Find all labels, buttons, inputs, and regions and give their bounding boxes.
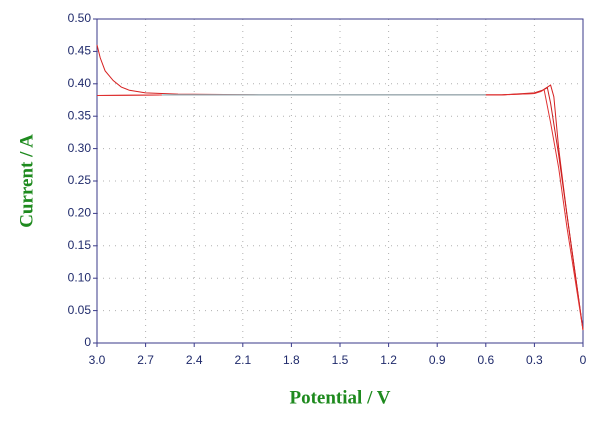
y-tick-label: 0.25 bbox=[68, 173, 92, 187]
line bbox=[96, 86, 584, 331]
plot-frame bbox=[96, 18, 584, 344]
x-tick-label: 3.0 bbox=[89, 353, 106, 367]
x-tick-label: 0.6 bbox=[477, 353, 494, 367]
x-tick-label: 1.5 bbox=[332, 353, 349, 367]
y-tick-label: 0.50 bbox=[68, 11, 92, 25]
x-tick-label: 0.3 bbox=[526, 353, 543, 367]
y-axis-title: Current / A bbox=[16, 134, 37, 228]
y-tick-label: 0.30 bbox=[68, 141, 92, 155]
y-tick-label: 0.05 bbox=[68, 303, 92, 317]
y-tick-label: 0 bbox=[84, 335, 91, 349]
y-tick-label: 0.20 bbox=[68, 206, 92, 220]
y-tick-label: 0.45 bbox=[68, 44, 92, 58]
y-tick-label: 0.10 bbox=[68, 270, 92, 284]
y-tick-label: 0.15 bbox=[68, 238, 92, 252]
x-tick-label: 2.7 bbox=[137, 353, 154, 367]
x-tick-label: 1.2 bbox=[380, 353, 397, 367]
x-tick-label: 0 bbox=[580, 353, 587, 367]
y-tick-label: 0.35 bbox=[68, 108, 92, 122]
x-tick-label: 0.9 bbox=[429, 353, 446, 367]
y-tick-label: 0.40 bbox=[68, 76, 92, 90]
x-tick-label: 2.1 bbox=[234, 353, 251, 367]
x-tick-label: 1.8 bbox=[283, 353, 300, 367]
x-axis-title: Potential / V bbox=[290, 387, 391, 408]
line bbox=[96, 88, 584, 331]
x-tick-label: 2.4 bbox=[186, 353, 203, 367]
